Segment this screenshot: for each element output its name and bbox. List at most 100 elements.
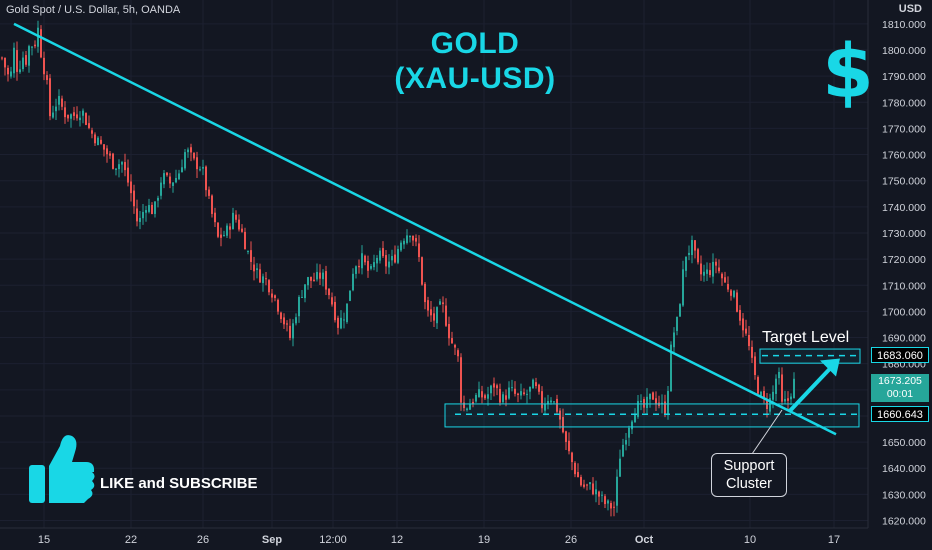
candle-body xyxy=(490,385,492,394)
candle-body xyxy=(82,110,84,116)
candle-body xyxy=(124,162,126,171)
y-tick-label: 1800.000 xyxy=(882,45,926,57)
candle-body xyxy=(733,290,735,297)
candle-body xyxy=(730,290,732,296)
candle-body xyxy=(544,404,546,411)
candle-body xyxy=(343,319,345,321)
candle-body xyxy=(370,266,372,269)
y-tick-label: 1750.000 xyxy=(882,176,926,188)
y-tick-label: 1780.000 xyxy=(882,97,926,109)
candle-body xyxy=(127,167,129,183)
candle-body xyxy=(772,391,774,400)
candle-body xyxy=(58,96,60,105)
candle-body xyxy=(52,112,54,118)
candle-body xyxy=(46,75,48,80)
y-tick-label: 1760.000 xyxy=(882,150,926,162)
y-tick-label: 1730.000 xyxy=(882,228,926,240)
symbol-info[interactable]: Gold Spot / U.S. Dollar, 5h, OANDA xyxy=(6,4,181,16)
candle-body xyxy=(586,484,588,486)
candle-body xyxy=(19,69,21,73)
candle-body xyxy=(364,255,366,263)
candle-body xyxy=(109,153,111,156)
chart-title: GOLD xyxy=(430,27,520,60)
y-tick-label: 1690.000 xyxy=(882,333,926,345)
x-tick-label: 10 xyxy=(744,534,756,546)
candle-body xyxy=(169,176,171,184)
candle-body xyxy=(334,301,336,321)
candle-body xyxy=(511,387,513,389)
candle-body xyxy=(643,399,645,408)
candle-body xyxy=(130,181,132,194)
candle-body xyxy=(148,205,150,212)
candle-body xyxy=(220,234,222,238)
candle-body xyxy=(520,391,522,396)
candle-body xyxy=(313,279,315,281)
candle-body xyxy=(742,318,744,331)
candle-body xyxy=(97,137,99,146)
candle-body xyxy=(604,496,606,505)
candle-body xyxy=(391,256,393,261)
candle-body xyxy=(499,388,501,403)
candle-body xyxy=(25,55,27,65)
candle-body xyxy=(244,231,246,250)
candle-body xyxy=(481,391,483,398)
x-tick-label: Oct xyxy=(635,534,654,546)
candle-body xyxy=(709,270,711,275)
candle-body xyxy=(211,195,213,214)
y-tick-label: 1620.000 xyxy=(882,516,926,528)
x-tick-label: 17 xyxy=(828,534,840,546)
currency-label: USD xyxy=(898,3,922,15)
candle-body xyxy=(331,297,333,305)
candle-body xyxy=(559,410,561,420)
dollar-sign-icon: $ xyxy=(822,29,874,115)
candle-body xyxy=(535,382,537,387)
candle-body xyxy=(232,212,234,230)
candle-body xyxy=(619,458,621,477)
candle-body xyxy=(259,269,261,283)
candle-body xyxy=(40,29,42,58)
candle-body xyxy=(61,98,63,107)
candle-body xyxy=(424,283,426,303)
candle-body xyxy=(70,114,72,119)
candle-body xyxy=(31,46,33,48)
x-tick-label: 26 xyxy=(197,534,209,546)
candle-body xyxy=(184,152,186,169)
candle-body xyxy=(394,254,396,263)
candle-body xyxy=(187,149,189,153)
candle-body xyxy=(748,334,750,347)
x-tick-label: 19 xyxy=(478,534,490,546)
candle-body xyxy=(208,189,210,196)
candle-body xyxy=(697,249,699,263)
chart-subtitle: (XAU-USD) xyxy=(394,62,556,95)
projection-arrow-shaft xyxy=(788,365,834,413)
candle-body xyxy=(289,325,291,338)
candle-body xyxy=(166,172,168,176)
candle-body xyxy=(688,252,690,255)
candle-body xyxy=(763,390,765,399)
candle-body xyxy=(349,290,351,301)
candle-body xyxy=(631,421,633,430)
candle-body xyxy=(721,273,723,279)
candle-body xyxy=(406,235,408,243)
candle-body xyxy=(754,356,756,376)
candle-body xyxy=(358,265,360,268)
candle-body xyxy=(679,304,681,317)
candle-body xyxy=(415,238,417,242)
candle-body xyxy=(523,392,525,395)
candle-body xyxy=(301,296,303,298)
candle-body xyxy=(400,242,402,251)
candle-body xyxy=(529,386,531,392)
candle-body xyxy=(556,398,558,412)
candle-body xyxy=(157,197,159,201)
candle-body xyxy=(760,391,762,396)
candle-body xyxy=(199,169,201,171)
candle-body xyxy=(634,414,636,423)
support-zone xyxy=(444,403,860,428)
candle-body xyxy=(667,390,669,415)
candle-body xyxy=(703,271,705,276)
candle-body xyxy=(589,482,591,485)
candle-body xyxy=(385,255,387,267)
candle-body xyxy=(571,452,573,463)
candle-body xyxy=(100,139,102,144)
